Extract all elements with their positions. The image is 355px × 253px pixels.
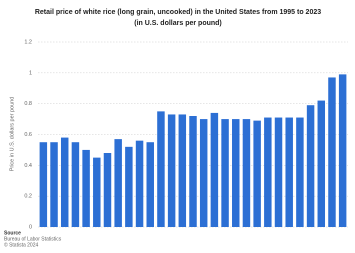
y-tick-label: 0.8	[24, 101, 32, 107]
bar	[157, 111, 165, 227]
bar	[114, 139, 122, 227]
bar	[264, 117, 272, 227]
bar	[71, 142, 80, 227]
bar	[189, 116, 197, 227]
y-tick-label: 1	[29, 70, 32, 76]
bar	[135, 140, 144, 227]
bar	[125, 146, 133, 227]
chart-title: Retail price of white rice (long grain, …	[35, 9, 321, 16]
bar	[328, 77, 336, 227]
y-axis-label: Price in U.S. dollars per pound	[9, 97, 15, 172]
bar	[178, 114, 187, 227]
y-tick-label: 0.2	[24, 194, 32, 200]
bar	[167, 114, 176, 227]
chart-subtitle: (in U.S. dollars per pound)	[134, 20, 222, 27]
bar	[103, 153, 112, 227]
bar	[146, 142, 154, 227]
bar	[39, 142, 48, 227]
bar	[199, 119, 208, 227]
y-tick-label: 0.4	[24, 163, 32, 169]
y-tick-label: 0	[29, 224, 32, 230]
bar	[232, 119, 240, 227]
source-name: Bureau of Labor Statistics	[4, 236, 62, 242]
bar	[93, 157, 101, 227]
y-tick-label: 1.2	[24, 39, 32, 45]
bar	[253, 120, 261, 227]
bar	[338, 74, 347, 227]
bar	[221, 119, 229, 227]
copyright: © Statista 2024	[4, 241, 38, 248]
bar	[285, 117, 293, 227]
bar	[210, 112, 219, 227]
bar	[296, 117, 304, 227]
bar	[82, 149, 90, 227]
bar	[274, 117, 283, 227]
bar	[60, 137, 69, 227]
y-tick-label: 0.6	[24, 132, 32, 138]
bar	[242, 119, 251, 227]
bar	[306, 105, 315, 227]
bar	[317, 100, 326, 227]
bar	[50, 142, 58, 227]
source-heading: Source	[4, 230, 21, 236]
